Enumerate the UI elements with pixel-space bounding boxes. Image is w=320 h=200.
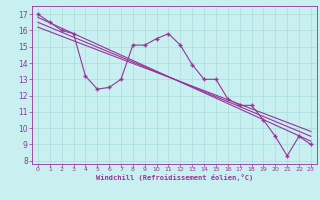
X-axis label: Windchill (Refroidissement éolien,°C): Windchill (Refroidissement éolien,°C) <box>96 174 253 181</box>
